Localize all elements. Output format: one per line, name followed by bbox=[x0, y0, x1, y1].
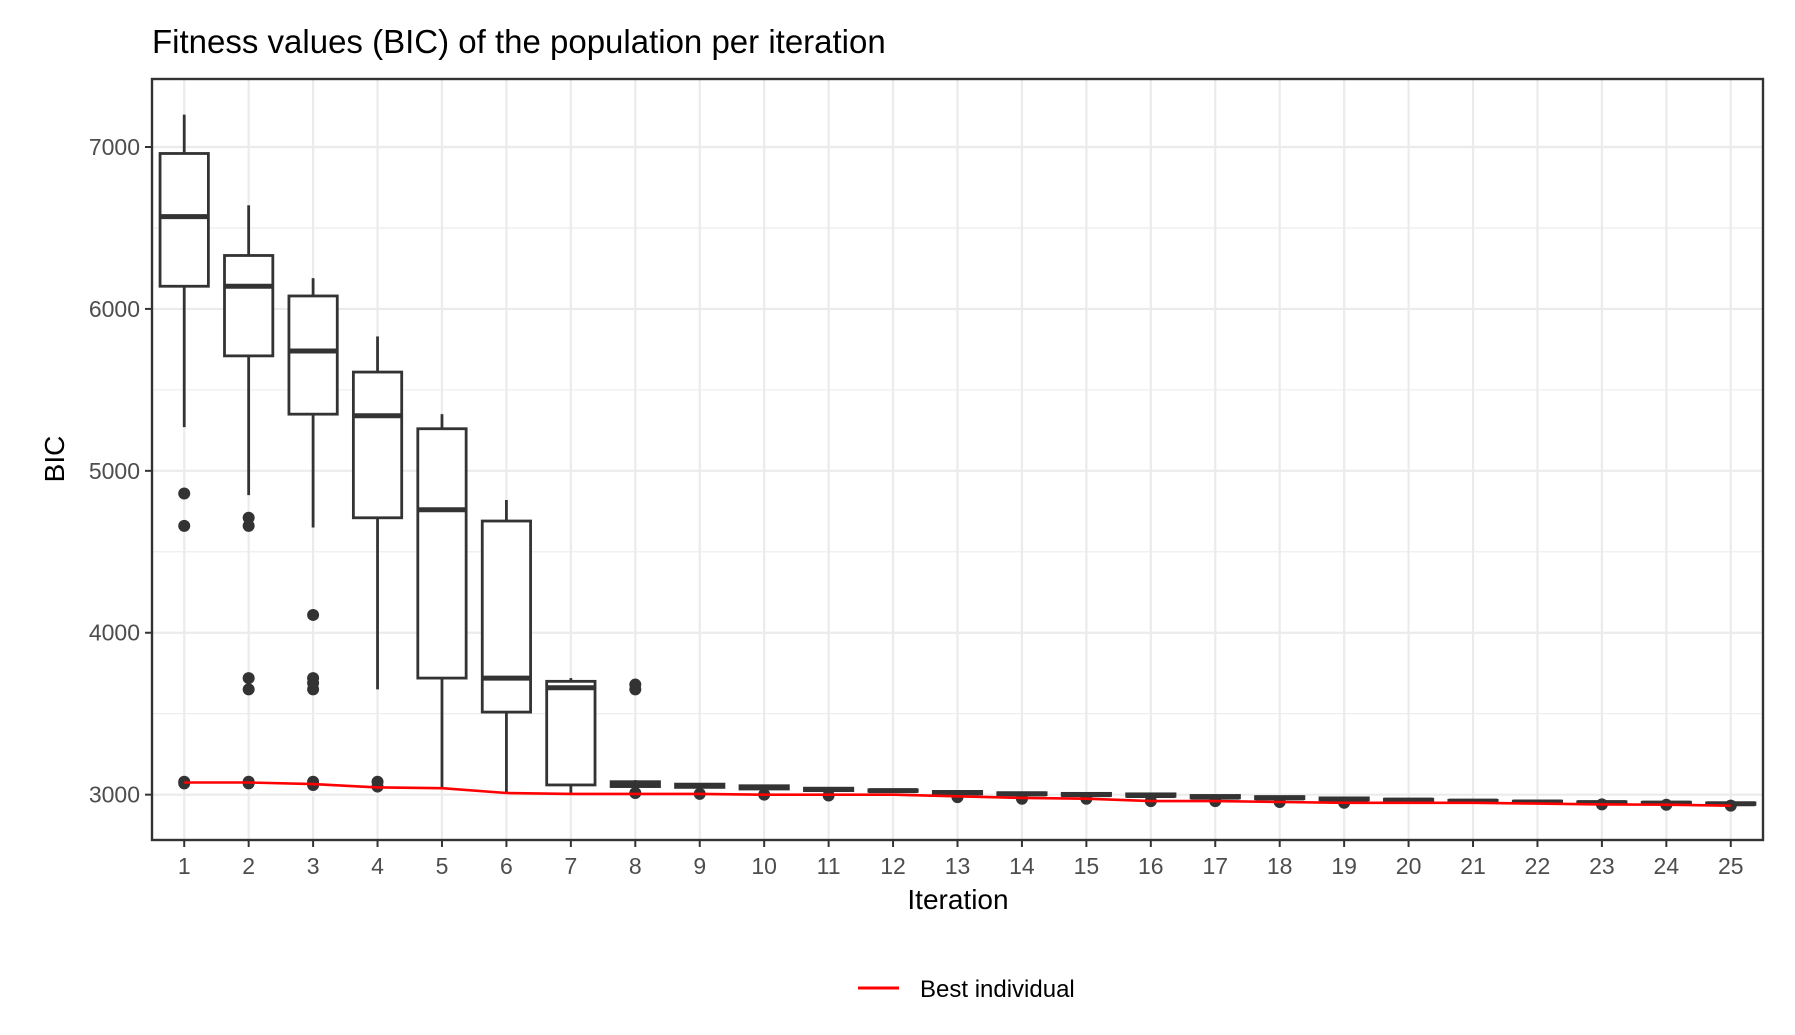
outlier-point bbox=[178, 519, 191, 532]
box-body bbox=[416, 427, 468, 680]
legend: Best individual bbox=[858, 976, 1075, 1003]
outlier-point bbox=[178, 487, 191, 500]
x-tick-label: 2 bbox=[242, 853, 255, 879]
x-tick-label: 18 bbox=[1267, 853, 1293, 879]
outlier-point bbox=[307, 608, 320, 621]
x-tick-label: 23 bbox=[1589, 853, 1615, 879]
x-tick-label: 13 bbox=[945, 853, 971, 879]
x-tick-label: 15 bbox=[1074, 853, 1100, 879]
outlier-point bbox=[307, 683, 320, 696]
x-axis-title: Iteration bbox=[907, 884, 1008, 915]
x-tick-label: 6 bbox=[500, 853, 513, 879]
x-tick-label: 16 bbox=[1138, 853, 1164, 879]
outlier-point bbox=[242, 519, 255, 532]
box-iteration-15 bbox=[1060, 791, 1112, 805]
x-tick-label: 1 bbox=[178, 853, 191, 879]
box-body bbox=[351, 370, 404, 520]
x-tick-label: 3 bbox=[307, 853, 320, 879]
x-tick-label: 7 bbox=[564, 853, 577, 879]
x-tick-label: 24 bbox=[1654, 853, 1680, 879]
x-tick-label: 10 bbox=[751, 853, 777, 879]
y-tick-label: 4000 bbox=[89, 620, 140, 646]
legend-label-best-individual: Best individual bbox=[920, 976, 1075, 1003]
y-tick-label: 6000 bbox=[89, 296, 140, 322]
box-iteration-16 bbox=[1125, 792, 1177, 808]
x-tick-label: 11 bbox=[817, 853, 841, 879]
box-iteration-18 bbox=[1254, 795, 1306, 808]
x-tick-label: 17 bbox=[1202, 853, 1228, 879]
best-individual-line bbox=[184, 781, 1731, 807]
box-iteration-4 bbox=[351, 336, 404, 793]
box-body bbox=[158, 152, 210, 288]
y-tick-label: 3000 bbox=[89, 782, 140, 808]
x-tick-label: 21 bbox=[1460, 853, 1486, 879]
y-tick-label: 7000 bbox=[89, 134, 140, 160]
boxes-layer bbox=[158, 114, 1757, 812]
y-tick-label: 5000 bbox=[89, 458, 140, 484]
y-axis-title: BIC bbox=[39, 436, 70, 483]
box-iteration-1 bbox=[158, 114, 210, 790]
x-tick-label: 14 bbox=[1009, 853, 1035, 879]
outlier-point bbox=[629, 683, 642, 696]
box-iteration-13 bbox=[931, 790, 984, 804]
x-tick-label: 4 bbox=[371, 853, 384, 879]
chart-title: Fitness values (BIC) of the population p… bbox=[152, 23, 886, 60]
box-body bbox=[287, 294, 339, 416]
best-individual-layer bbox=[184, 781, 1731, 807]
x-tick-label: 22 bbox=[1525, 853, 1551, 879]
x-tick-label: 5 bbox=[436, 853, 449, 879]
box-iteration-3 bbox=[287, 278, 339, 791]
box-iteration-20 bbox=[1383, 797, 1435, 803]
box-iteration-5 bbox=[416, 414, 468, 789]
x-tick-label: 19 bbox=[1331, 853, 1357, 879]
y-axis: 3000 4000 5000 6000 7000 bbox=[89, 134, 152, 808]
outlier-point bbox=[242, 683, 255, 696]
box-iteration-7 bbox=[545, 678, 597, 795]
x-tick-label: 8 bbox=[629, 853, 642, 879]
x-tick-label: 25 bbox=[1718, 853, 1744, 879]
x-tick-label: 12 bbox=[880, 853, 906, 879]
box-iteration-9 bbox=[674, 782, 726, 800]
box-body bbox=[545, 679, 597, 787]
x-tick-label: 9 bbox=[693, 853, 706, 879]
box-iteration-12 bbox=[867, 788, 919, 794]
box-iteration-6 bbox=[480, 499, 532, 794]
x-axis: 1 2 3 4 5 6 7 8 9 10 11 12 13 14 15 16 17 18 19 20 21 22 23 24 2… bbox=[178, 840, 1744, 879]
outlier-point bbox=[242, 672, 255, 685]
x-tick-label: 20 bbox=[1396, 853, 1422, 879]
box-iteration-17 bbox=[1189, 794, 1241, 808]
box-body bbox=[223, 254, 275, 358]
box-body bbox=[480, 519, 532, 714]
box-iteration-2 bbox=[223, 205, 275, 790]
